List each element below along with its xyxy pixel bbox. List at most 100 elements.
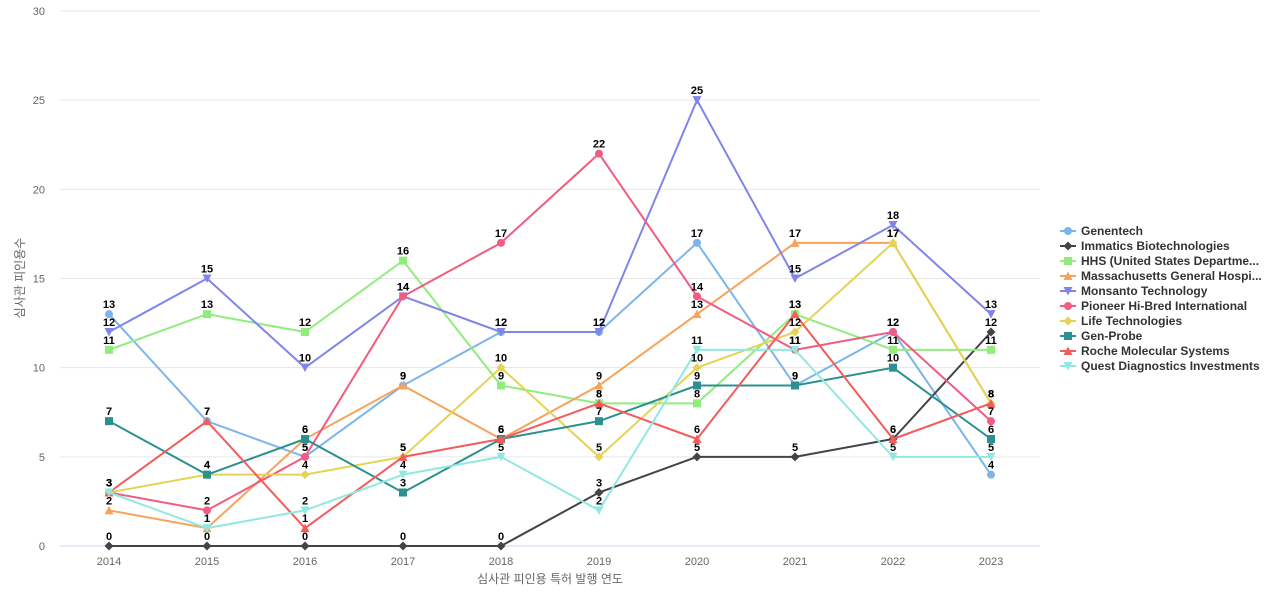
data-point <box>692 345 702 355</box>
data-label: 16 <box>397 246 409 258</box>
data-label: 9 <box>792 371 798 383</box>
series-line <box>108 99 992 369</box>
data-point <box>692 363 702 373</box>
data-label: 6 <box>988 424 994 436</box>
data-label: 0 <box>302 531 308 543</box>
legend-item[interactable]: Genentech <box>1060 224 1143 238</box>
data-point <box>692 309 702 319</box>
data-point <box>986 310 996 319</box>
data-point <box>987 345 995 354</box>
legend-label: Genentech <box>1081 224 1143 238</box>
data-label: 4 <box>988 460 995 472</box>
legend-marker <box>1064 332 1072 340</box>
data-point <box>301 435 309 443</box>
data-point <box>791 381 799 390</box>
legend-item[interactable]: Immatics Biotechnologies <box>1060 239 1230 253</box>
data-point <box>790 274 800 283</box>
data-point <box>497 238 505 247</box>
legend-item[interactable]: Quest Diagnostics Investments <box>1060 359 1260 373</box>
data-point <box>987 435 995 443</box>
data-point <box>300 363 310 373</box>
data-point <box>594 398 604 408</box>
data-label: 17 <box>691 228 703 240</box>
data-label: 14 <box>397 281 410 293</box>
legend-item[interactable]: Monsanto Technology <box>1060 284 1208 298</box>
data-label: 22 <box>593 139 605 151</box>
data-label: 6 <box>498 424 504 436</box>
data-label: 15 <box>201 264 213 276</box>
data-label: 12 <box>887 317 899 329</box>
legend-marker <box>1064 302 1072 310</box>
data-point <box>594 381 604 390</box>
data-label: 2 <box>302 495 308 507</box>
data-point <box>202 416 212 426</box>
data-point <box>595 417 603 426</box>
data-point <box>594 452 604 462</box>
legend-marker <box>1063 241 1073 251</box>
data-label: 9 <box>792 371 798 383</box>
data-label: 17 <box>789 228 801 240</box>
data-label: 5 <box>400 442 406 454</box>
legend-marker <box>1063 287 1073 296</box>
legend-item[interactable]: Roche Molecular Systems <box>1060 344 1230 358</box>
data-label: 4 <box>302 460 309 472</box>
data-label: 13 <box>201 299 213 311</box>
y-tick-label: 10 <box>33 363 45 375</box>
data-label: 0 <box>204 531 210 543</box>
data-label: 2 <box>204 495 210 507</box>
data-point <box>105 417 113 426</box>
x-tick-label: 2022 <box>881 556 905 568</box>
data-point <box>300 470 310 480</box>
series-9 <box>104 345 996 533</box>
legend-label: Immatics Biotechnologies <box>1081 239 1230 253</box>
data-label: 10 <box>691 353 703 365</box>
data-label: 12 <box>593 317 605 329</box>
data-label: 2 <box>596 495 602 507</box>
data-label: 6 <box>694 424 700 436</box>
legend-item[interactable]: Massachusetts General Hospi... <box>1060 269 1262 283</box>
data-point <box>496 363 506 373</box>
data-point <box>398 470 408 480</box>
legend-item[interactable]: Pioneer Hi-Bred International <box>1060 299 1247 313</box>
data-label: 5 <box>988 442 994 454</box>
data-point <box>692 452 702 462</box>
data-label: 1 <box>204 513 210 525</box>
data-label: 4 <box>204 460 211 472</box>
x-tick-label: 2014 <box>97 556 121 568</box>
x-axis-ticks: 2014 2015 2016 2017 2018 2019 2020 2021 2022 2023 <box>97 556 1003 568</box>
grid-lines <box>60 10 1040 547</box>
data-point <box>693 381 701 390</box>
data-label: 3 <box>106 478 112 490</box>
data-label: 11 <box>103 335 115 347</box>
data-label: 6 <box>890 424 896 436</box>
data-point <box>104 541 114 551</box>
data-point <box>888 221 898 230</box>
data-label: 5 <box>302 442 308 454</box>
legend-item[interactable]: HHS (United States Departme... <box>1060 254 1259 268</box>
data-label: 6 <box>498 424 504 436</box>
legend-item[interactable]: Gen-Probe <box>1060 329 1143 343</box>
data-point <box>692 96 702 105</box>
y-axis-title: 심사관 피인용수 <box>13 238 27 319</box>
data-point <box>398 381 408 390</box>
data-label: 11 <box>691 335 703 347</box>
legend-item[interactable]: Life Technologies <box>1060 314 1182 328</box>
legend-label: Massachusetts General Hospi... <box>1081 269 1262 283</box>
y-axis-ticks: 0 5 10 15 20 25 30 <box>33 6 45 553</box>
data-label: 10 <box>887 353 899 365</box>
series-group <box>104 96 996 551</box>
series-7 <box>105 363 995 497</box>
legend-label: HHS (United States Departme... <box>1081 254 1259 268</box>
data-label: 8 <box>988 388 994 400</box>
data-label: 5 <box>694 442 700 454</box>
data-label: 11 <box>985 335 997 347</box>
data-label: 13 <box>103 299 115 311</box>
data-point <box>594 328 604 337</box>
data-point <box>398 452 408 461</box>
data-label: 1 <box>204 513 210 525</box>
data-label: 18 <box>887 210 899 222</box>
data-point <box>693 238 701 247</box>
data-label: 13 <box>789 299 801 311</box>
